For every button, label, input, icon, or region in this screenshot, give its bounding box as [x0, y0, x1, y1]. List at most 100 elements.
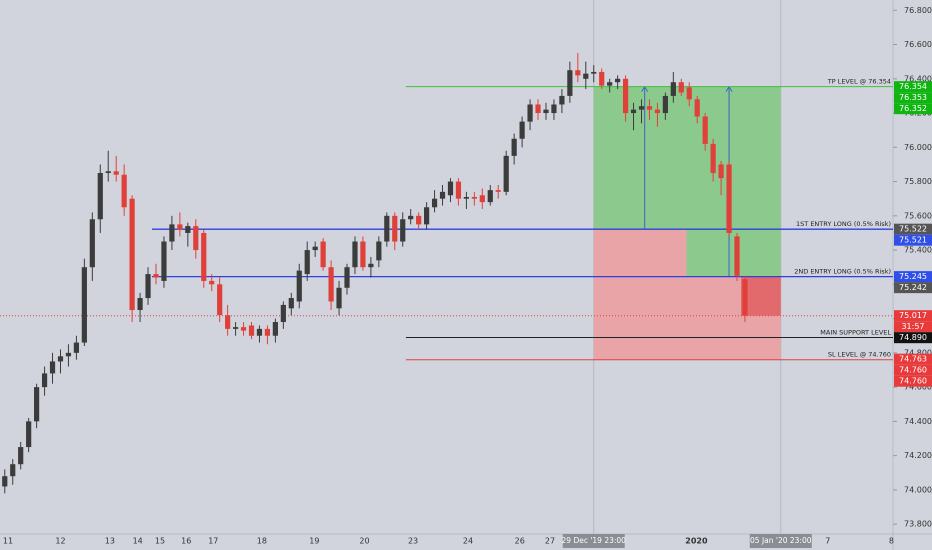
- candle-body: [726, 164, 732, 233]
- x-tick-label: 27: [545, 537, 555, 546]
- price-tag-label: 31:57: [901, 322, 924, 331]
- candle-body: [742, 279, 748, 316]
- candle-body: [535, 104, 541, 114]
- candle-body: [2, 476, 8, 487]
- candle-body: [81, 267, 87, 343]
- candle-body: [670, 82, 676, 96]
- candle-body: [551, 104, 557, 114]
- candle-body: [503, 155, 509, 192]
- candle-body: [105, 171, 111, 174]
- x-tick-label: 19: [309, 537, 319, 546]
- candle-body: [638, 106, 645, 110]
- price-tag: [894, 234, 932, 246]
- candle-body: [193, 226, 199, 251]
- y-tick-label: 76.800: [904, 6, 932, 15]
- candle-body: [225, 315, 231, 329]
- x-tick-label: 16: [181, 537, 191, 546]
- price-tag-label: 74.890: [899, 333, 927, 342]
- candle-body: [232, 327, 239, 329]
- price-tag: [894, 103, 932, 115]
- candle-body: [400, 219, 406, 242]
- price-tag: [894, 375, 932, 387]
- level-label: 1ST ENTRY LONG (0.5% Risk): [796, 220, 891, 228]
- candle-body: [18, 447, 24, 465]
- candle-body: [479, 195, 485, 203]
- y-tick-label: 75.800: [904, 177, 932, 186]
- candle-body: [694, 99, 700, 117]
- y-tick-label: 76.400: [904, 74, 932, 83]
- x-tick-label: 05 Jan '20 23:00: [750, 536, 812, 545]
- candle-body: [424, 207, 430, 225]
- candle-body: [622, 78, 629, 114]
- y-tick-label: 74.400: [904, 417, 932, 426]
- level-label: MAIN SUPPORT LEVEL: [820, 328, 891, 336]
- x-tick-label: 18: [257, 537, 267, 546]
- candle-body: [89, 219, 95, 268]
- candle-body: [519, 121, 525, 139]
- candle-body: [336, 287, 342, 309]
- price-tag: [894, 310, 932, 322]
- candle-body: [607, 82, 613, 86]
- candle-body: [439, 191, 446, 199]
- candle-body: [272, 322, 278, 336]
- candle-body: [654, 109, 661, 114]
- price-tag: [894, 92, 932, 104]
- candle-body: [463, 196, 469, 199]
- x-tick-label: 24: [463, 537, 473, 546]
- candle-body: [591, 71, 597, 74]
- candle-body: [702, 116, 708, 144]
- x-tick-label: 26: [515, 537, 525, 546]
- x-tick-label: 14: [133, 537, 143, 546]
- x-tick-label: 29 Dec '19 23:00: [562, 536, 627, 545]
- candle-body: [384, 215, 390, 242]
- x-tick-label: 12: [55, 537, 65, 546]
- candle-body: [280, 304, 286, 323]
- candle-body: [527, 104, 533, 122]
- candle-body: [559, 95, 565, 105]
- candle-body: [416, 215, 422, 225]
- candle-body: [153, 274, 159, 278]
- candle-body: [344, 267, 350, 288]
- price-tag: [894, 81, 932, 93]
- y-tick-label: 73.800: [904, 520, 932, 529]
- candle-body: [145, 274, 151, 299]
- candle-body: [65, 352, 72, 357]
- open-loss: [740, 276, 781, 316]
- price-tag-label: 74.763: [899, 355, 927, 364]
- candle-body: [431, 198, 438, 208]
- x-tick-label: 7: [825, 537, 830, 546]
- price-tag-label: 75.521: [899, 236, 927, 245]
- level-label: SL LEVEL @ 74.760: [828, 351, 891, 359]
- candle-body: [583, 73, 589, 79]
- x-tick-label: 8: [889, 537, 894, 546]
- x-tick-label: 13: [105, 537, 115, 546]
- y-tick-label: 74.200: [904, 451, 932, 460]
- candle-body: [495, 190, 501, 192]
- candle-body: [201, 232, 207, 281]
- candle-body: [360, 241, 366, 268]
- candle-body: [296, 270, 302, 302]
- price-tag-label: 76.353: [899, 93, 927, 102]
- y-tick-label: 76.600: [904, 40, 932, 49]
- candle-body: [376, 241, 382, 261]
- candle-body: [615, 78, 621, 83]
- candle-body: [288, 298, 294, 309]
- price-tag: [894, 271, 932, 283]
- profit-zone: [686, 86, 781, 277]
- candle-body: [718, 164, 724, 179]
- x-tick-label: 2020: [685, 537, 708, 546]
- price-tag-label: 76.354: [899, 82, 927, 91]
- candle-body: [34, 387, 40, 422]
- candle-body: [304, 250, 310, 275]
- loss-zone: [593, 229, 687, 360]
- x-tick-label: 20: [359, 537, 369, 546]
- candle-body: [734, 236, 740, 276]
- candle-body: [320, 241, 326, 268]
- price-tag-label: 75.017: [899, 311, 927, 320]
- candle-body: [447, 181, 454, 196]
- candle-body: [455, 181, 462, 199]
- candle-body: [217, 284, 223, 316]
- price-tag: [894, 321, 932, 333]
